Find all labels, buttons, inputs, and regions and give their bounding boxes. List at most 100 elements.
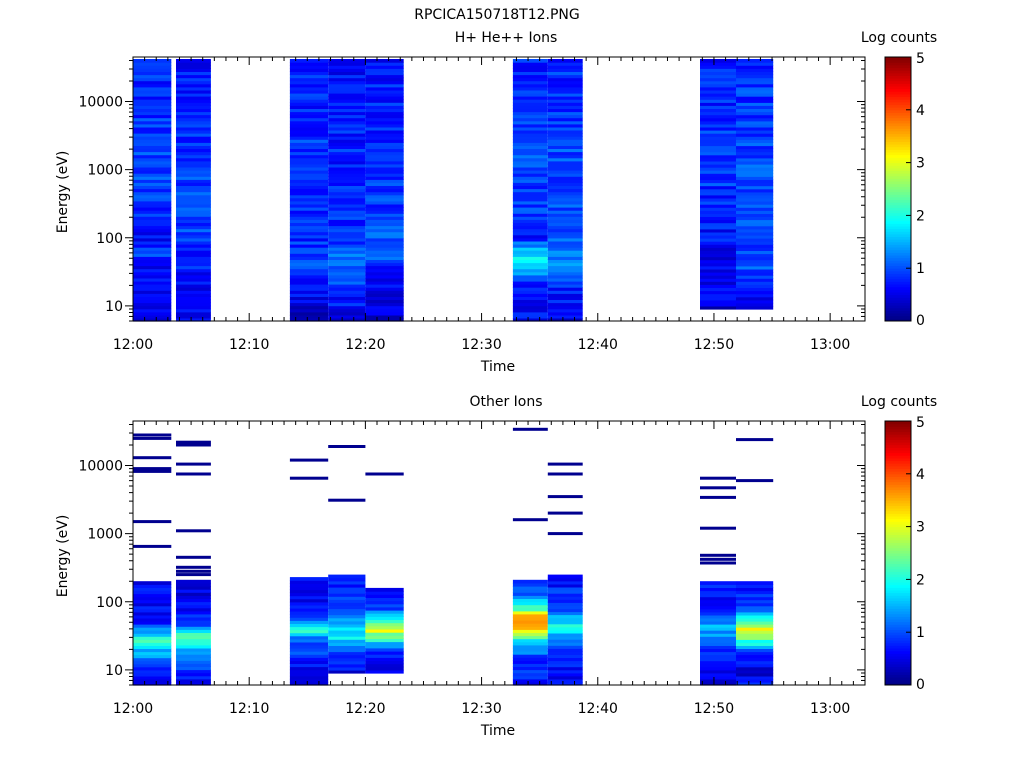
heatmap-cell [736,142,774,147]
colorbar-segment [885,212,911,216]
heatmap-cell [365,166,404,171]
heatmap-cell [736,305,774,310]
colorbar-segment [885,619,911,623]
heatmap-cell [365,317,404,322]
colorbar-segment [885,616,911,620]
heatmap-cell [700,234,736,239]
heatmap-cell [176,170,211,174]
heatmap-cell [736,593,774,598]
heatmap-cell [328,274,366,279]
heatmap-cell [736,93,774,97]
heatmap-cell [133,639,172,643]
colorbar-segment [885,120,911,124]
colorbar-segment [885,270,911,274]
heatmap-cell [328,179,366,183]
heatmap-cell [736,216,774,221]
colorbar-segment [885,465,911,470]
spectrum-column [547,59,583,322]
heatmap-cell [512,231,548,236]
heatmap-cell [328,120,366,125]
heatmap-cell [176,284,211,288]
heatmap-cell [289,154,329,159]
heatmap-cell [328,593,366,597]
heatmap-cell [547,293,583,297]
heatmap-cell [512,142,548,146]
heatmap-cell [700,602,736,607]
colorbar-segment [885,220,911,224]
heatmap-cell [133,197,172,202]
heatmap-cell [133,666,172,671]
heatmap-cell [512,114,548,119]
colorbar-segment [885,579,911,583]
heatmap-cell [176,314,211,319]
heatmap-cell [365,277,404,282]
heatmap-cell [176,268,211,273]
heatmap-cell [547,577,583,582]
heatmap-cell [328,633,366,637]
heatmap-cell [512,191,548,196]
colorbar-segment [885,563,911,567]
heatmap-cell [289,250,329,254]
heatmap-cell [512,287,548,291]
heatmap-cell [289,151,329,156]
heatmap-cell [512,59,548,63]
heatmap-cell [365,650,404,655]
colorbar-segment [885,497,911,501]
heatmap-cell [133,111,172,116]
colorbar-segment [885,626,911,631]
heatmap-cell [365,287,404,291]
heatmap-cell [512,71,548,76]
heatmap-cell [133,237,172,242]
heatmap-cell [547,308,583,313]
heatmap-cell [133,59,172,63]
heatmap-cell [365,274,404,279]
heatmap-cell [133,194,172,199]
heatmap-cell [328,105,366,109]
heatmap-cell [328,617,366,622]
heatmap-cell [547,645,583,649]
colorbar-tick-label: 5 [916,415,925,431]
heatmap-cell [512,280,548,285]
heatmap-cell [547,311,583,316]
heatmap-cell [700,204,736,208]
heatmap-cell [133,308,172,313]
heatmap-cell [736,590,774,595]
spectrum-column [547,462,583,686]
heatmap-cell [547,314,583,319]
heatmap-cell [289,592,329,597]
heatmap-cell [365,311,404,316]
heatmap-cell [289,675,329,680]
colorbar-segment [885,442,911,446]
heatmap-cell [328,259,366,264]
heatmap-cell [289,139,329,143]
heatmap-cell [133,620,172,625]
colorbar-segment [885,529,911,533]
heatmap-cell [736,633,774,637]
heatmap-cell [133,256,172,260]
single-count-line [700,486,736,490]
heatmap-cell [736,194,774,199]
single-count-line [133,520,172,524]
heatmap-cell [328,191,366,196]
heatmap-cell [328,92,366,97]
heatmap-cell [547,210,583,214]
single-count-line [133,467,172,471]
heatmap-cell [512,216,548,220]
heatmap-cell [133,80,172,85]
heatmap-cell [512,595,548,599]
colorbar-segment [885,431,911,435]
heatmap-cell [547,265,583,270]
heatmap-cell [328,173,366,177]
colorbar-segment [885,286,911,290]
heatmap-cell [736,126,774,131]
heatmap-cell [176,105,211,109]
heatmap-cell [133,627,172,631]
heatmap-cell [176,271,211,276]
heatmap-cell [289,71,329,76]
heatmap-cell [289,256,329,260]
heatmap-cell [289,305,329,310]
heatmap-cell [365,669,404,674]
heatmap-cell [133,105,172,109]
heatmap-cell [289,89,329,94]
heatmap-cell [176,262,211,267]
